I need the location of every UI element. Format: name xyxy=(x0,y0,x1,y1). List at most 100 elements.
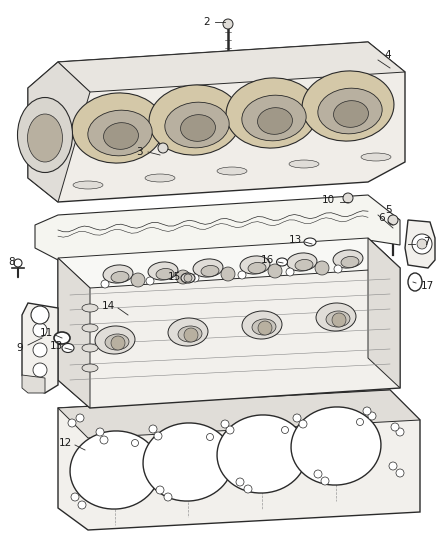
Circle shape xyxy=(68,419,76,427)
Text: 17: 17 xyxy=(420,281,434,291)
Ellipse shape xyxy=(82,364,98,372)
Circle shape xyxy=(363,407,371,415)
Circle shape xyxy=(33,323,47,337)
Circle shape xyxy=(343,193,353,203)
Ellipse shape xyxy=(178,326,202,342)
Circle shape xyxy=(146,277,154,285)
Circle shape xyxy=(78,501,86,509)
Circle shape xyxy=(71,493,79,501)
Polygon shape xyxy=(22,375,45,393)
Circle shape xyxy=(293,414,301,422)
Ellipse shape xyxy=(326,311,350,327)
Polygon shape xyxy=(35,195,400,260)
Ellipse shape xyxy=(28,114,63,162)
Ellipse shape xyxy=(341,256,359,268)
Ellipse shape xyxy=(240,256,270,274)
Ellipse shape xyxy=(165,102,229,148)
Ellipse shape xyxy=(54,332,70,344)
Circle shape xyxy=(158,143,168,153)
Circle shape xyxy=(149,425,157,433)
Circle shape xyxy=(223,19,233,29)
Circle shape xyxy=(96,428,104,436)
Ellipse shape xyxy=(82,304,98,312)
Circle shape xyxy=(14,259,22,267)
Circle shape xyxy=(299,420,307,428)
Ellipse shape xyxy=(201,265,219,277)
Circle shape xyxy=(111,336,125,350)
Circle shape xyxy=(31,306,49,324)
Ellipse shape xyxy=(18,98,73,173)
Circle shape xyxy=(191,274,199,282)
Ellipse shape xyxy=(168,318,208,346)
Circle shape xyxy=(154,432,162,440)
Circle shape xyxy=(368,412,376,420)
Ellipse shape xyxy=(143,423,233,501)
Ellipse shape xyxy=(333,250,363,268)
Circle shape xyxy=(101,280,109,288)
Circle shape xyxy=(164,493,172,501)
Ellipse shape xyxy=(276,258,287,266)
Text: 12: 12 xyxy=(58,438,72,448)
Ellipse shape xyxy=(226,78,318,148)
Ellipse shape xyxy=(242,95,306,141)
Ellipse shape xyxy=(258,108,293,134)
Circle shape xyxy=(282,426,289,433)
Ellipse shape xyxy=(180,115,215,141)
Text: 8: 8 xyxy=(9,257,15,267)
Text: 14: 14 xyxy=(101,301,115,311)
Polygon shape xyxy=(58,238,400,408)
Text: 10: 10 xyxy=(321,195,335,205)
Circle shape xyxy=(226,426,234,434)
Circle shape xyxy=(33,363,47,377)
Ellipse shape xyxy=(149,85,241,155)
Ellipse shape xyxy=(73,181,103,189)
Ellipse shape xyxy=(295,260,313,271)
Text: 6: 6 xyxy=(379,213,385,223)
Text: 3: 3 xyxy=(136,147,142,157)
Ellipse shape xyxy=(408,273,422,291)
Polygon shape xyxy=(58,42,405,92)
Circle shape xyxy=(33,343,47,357)
Ellipse shape xyxy=(289,160,319,168)
Circle shape xyxy=(244,485,252,493)
Polygon shape xyxy=(28,42,405,202)
Polygon shape xyxy=(368,238,400,388)
Ellipse shape xyxy=(145,174,175,182)
Text: 15: 15 xyxy=(167,272,180,282)
Circle shape xyxy=(357,418,364,425)
Circle shape xyxy=(221,267,235,281)
Ellipse shape xyxy=(72,93,164,163)
Circle shape xyxy=(417,239,427,249)
Polygon shape xyxy=(58,390,420,530)
Text: 5: 5 xyxy=(385,205,391,215)
Ellipse shape xyxy=(181,273,195,283)
Polygon shape xyxy=(28,62,90,202)
Ellipse shape xyxy=(148,262,178,280)
Circle shape xyxy=(388,215,398,225)
Text: 4: 4 xyxy=(385,50,391,60)
Circle shape xyxy=(321,477,329,485)
Ellipse shape xyxy=(82,324,98,332)
Text: 9: 9 xyxy=(17,343,23,353)
Circle shape xyxy=(131,273,145,287)
Ellipse shape xyxy=(361,153,391,161)
Circle shape xyxy=(332,313,346,327)
Text: 2: 2 xyxy=(204,17,210,27)
Circle shape xyxy=(412,234,432,254)
Ellipse shape xyxy=(242,311,282,339)
Circle shape xyxy=(184,328,198,342)
Circle shape xyxy=(268,264,282,278)
Ellipse shape xyxy=(304,238,316,246)
Ellipse shape xyxy=(103,123,138,149)
Circle shape xyxy=(206,433,213,440)
Circle shape xyxy=(184,274,192,282)
Circle shape xyxy=(100,436,108,444)
Ellipse shape xyxy=(318,88,382,134)
Ellipse shape xyxy=(95,326,135,354)
Circle shape xyxy=(286,268,294,276)
Ellipse shape xyxy=(334,101,368,127)
Ellipse shape xyxy=(252,319,276,335)
Ellipse shape xyxy=(248,262,266,273)
Ellipse shape xyxy=(217,167,247,175)
Text: 13: 13 xyxy=(49,341,63,351)
